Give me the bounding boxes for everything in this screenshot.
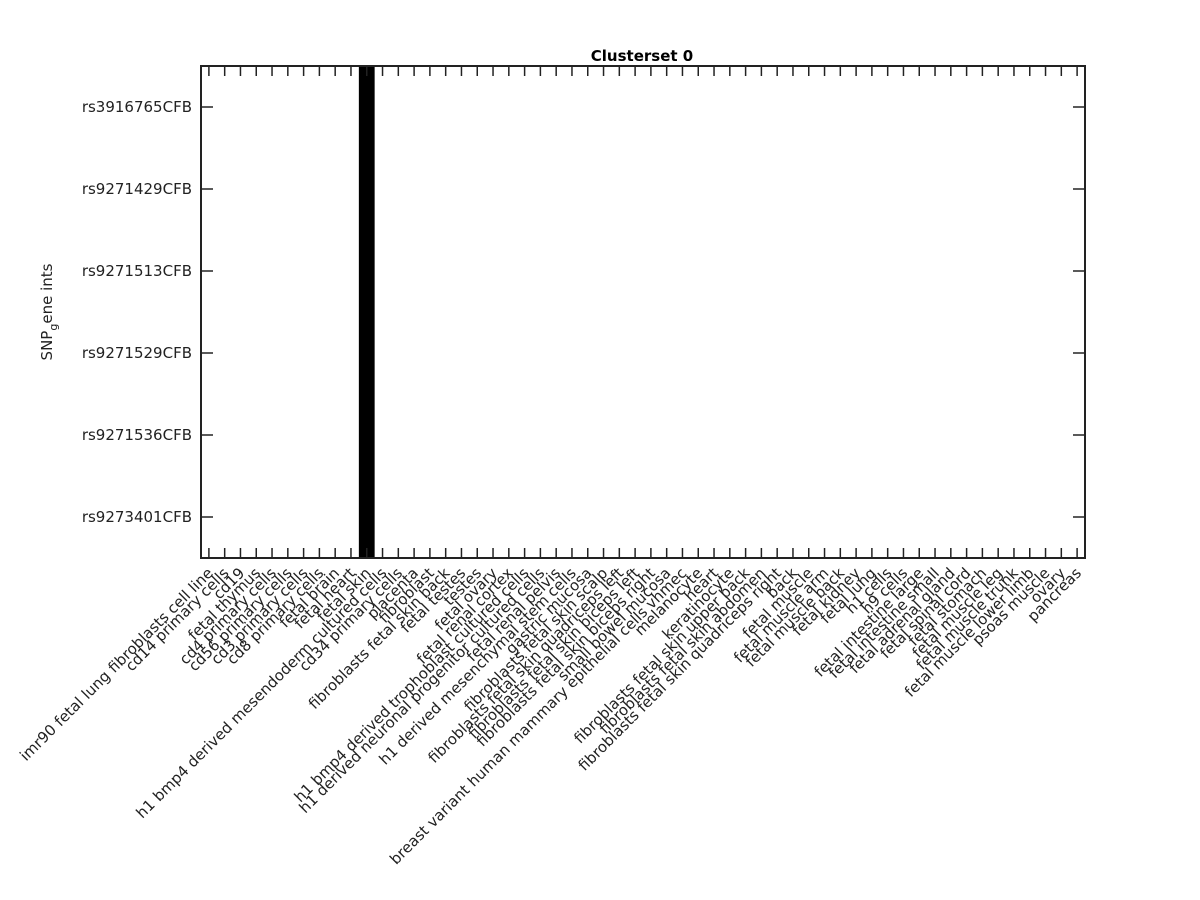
chart-title: Clusterset 0 xyxy=(591,47,693,65)
y-tick-label: rs9271536CFB xyxy=(82,426,192,444)
y-tick-label: rs9271513CFB xyxy=(82,262,192,280)
heatmap-background xyxy=(201,66,1085,558)
y-axis-label: SNPgene ints xyxy=(38,263,60,360)
y-tick-label: rs3916765CFB xyxy=(82,98,192,116)
y-axis: rs3916765CFB rs9271429CFB rs9271513CFB rs92… xyxy=(82,98,1085,526)
y-tick-label: rs9271429CFB xyxy=(82,180,192,198)
heatmap-cell-column-10 xyxy=(358,66,375,558)
plot-frame xyxy=(200,65,1086,559)
y-tick-label: rs9273401CFB xyxy=(82,508,192,526)
plot-area xyxy=(200,65,1086,559)
y-tick-label: rs9271529CFB xyxy=(82,344,192,362)
